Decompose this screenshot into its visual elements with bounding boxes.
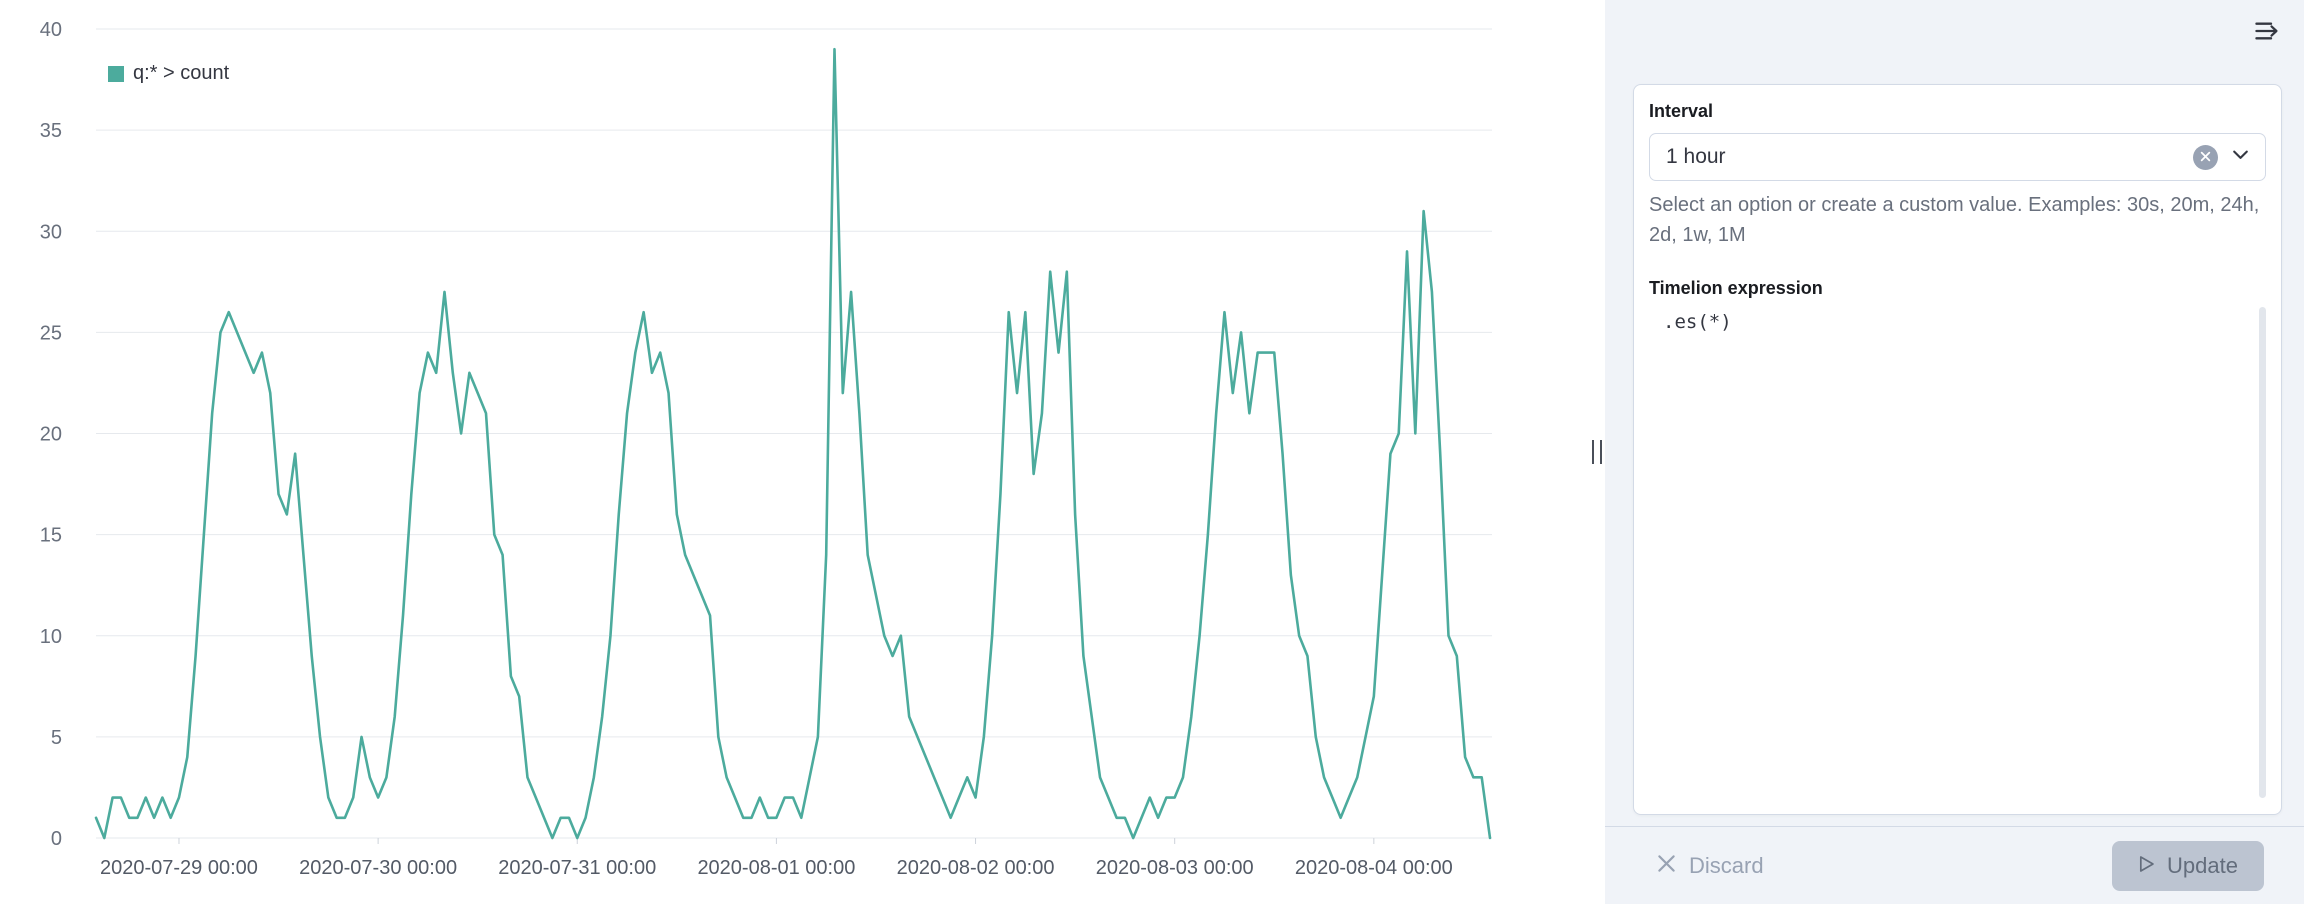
editor-scrollbar[interactable] bbox=[2259, 307, 2266, 798]
svg-text:2020-07-31 00:00: 2020-07-31 00:00 bbox=[498, 857, 656, 879]
svg-text:20: 20 bbox=[40, 424, 62, 446]
interval-combobox[interactable]: 1 hour bbox=[1649, 133, 2266, 181]
update-button[interactable]: Update bbox=[2112, 840, 2264, 891]
svg-text:2020-08-02 00:00: 2020-08-02 00:00 bbox=[897, 857, 1055, 879]
sidebar-header bbox=[1605, 0, 2304, 64]
timeseries-chart[interactable]: 0 5 10 15 20 25 30 35 40 2020-07-29 00:00 2020-07-… bbox=[0, 0, 1589, 904]
svg-text:2020-08-01 00:00: 2020-08-01 00:00 bbox=[697, 857, 855, 879]
vertical-grip-icon bbox=[1592, 440, 1602, 464]
play-icon bbox=[2138, 853, 2156, 879]
svg-text:25: 25 bbox=[40, 322, 62, 344]
menu-right-icon bbox=[2254, 18, 2280, 47]
interval-value[interactable]: 1 hour bbox=[1666, 145, 1726, 168]
svg-text:2020-08-04 00:00: 2020-08-04 00:00 bbox=[1295, 857, 1453, 879]
update-button-label: Update bbox=[2167, 852, 2238, 878]
svg-text:0: 0 bbox=[51, 828, 62, 850]
legend-label: q:* > count bbox=[133, 62, 230, 84]
discard-button-label: Discard bbox=[1689, 852, 1764, 878]
legend-swatch bbox=[108, 65, 124, 82]
svg-text:2020-08-03 00:00: 2020-08-03 00:00 bbox=[1096, 857, 1254, 879]
discard-button[interactable]: Discard bbox=[1657, 853, 1764, 879]
expression-label: Timelion expression bbox=[1649, 278, 1823, 298]
interval-help-text: Select an option or create a custom valu… bbox=[1649, 194, 2260, 246]
svg-text:40: 40 bbox=[40, 19, 62, 41]
expression-form-card: Interval 1 hour Select an option or bbox=[1633, 84, 2282, 815]
timelion-chart-panel[interactable]: 0 5 10 15 20 25 30 35 40 2020-07-29 00:00 2020-07-… bbox=[0, 0, 1589, 904]
chevron-down-icon[interactable] bbox=[2230, 144, 2251, 170]
editor-sidebar: Interval 1 hour Select an option or bbox=[1605, 0, 2304, 904]
clear-interval-button[interactable] bbox=[2193, 144, 2218, 170]
svg-text:35: 35 bbox=[40, 120, 62, 142]
legend-item[interactable]: q:* > count bbox=[108, 62, 229, 85]
svg-text:10: 10 bbox=[40, 626, 62, 648]
cross-in-circle-icon bbox=[2200, 150, 2211, 165]
svg-text:30: 30 bbox=[40, 221, 62, 243]
svg-text:5: 5 bbox=[51, 727, 62, 749]
svg-text:15: 15 bbox=[40, 525, 62, 547]
panel-resize-handle[interactable] bbox=[1589, 0, 1605, 904]
svg-text:2020-07-29 00:00: 2020-07-29 00:00 bbox=[100, 857, 258, 879]
timelion-expression-editor[interactable]: .es(*) bbox=[1649, 307, 2266, 798]
interval-label: Interval bbox=[1649, 101, 1714, 121]
sidebar-footer: Discard Update bbox=[1605, 826, 2304, 904]
cross-icon bbox=[1657, 853, 1676, 879]
expression-code[interactable]: .es(*) bbox=[1663, 311, 1732, 333]
svg-text:2020-07-30 00:00: 2020-07-30 00:00 bbox=[299, 857, 457, 879]
collapse-panel-button[interactable] bbox=[2250, 14, 2284, 51]
